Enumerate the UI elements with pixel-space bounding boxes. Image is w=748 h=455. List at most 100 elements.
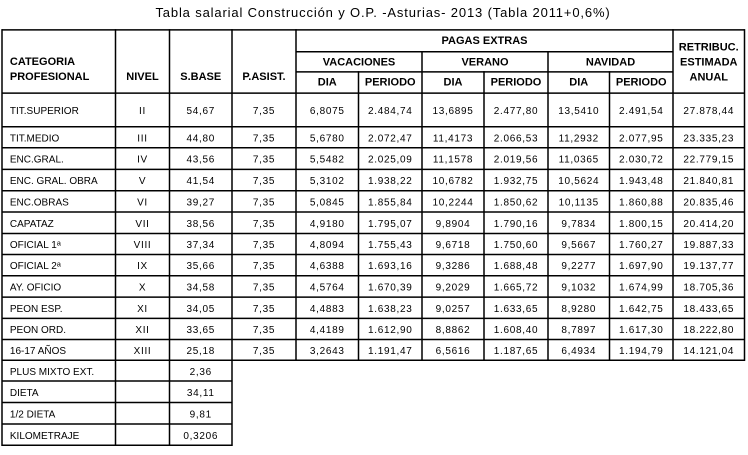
svg-text:PERIODO: PERIODO [365, 76, 416, 88]
svg-text:41,54: 41,54 [186, 176, 215, 187]
svg-text:2.025,09: 2.025,09 [368, 155, 413, 166]
svg-text:7,35: 7,35 [253, 261, 275, 272]
svg-text:11,4173: 11,4173 [433, 133, 473, 144]
svg-text:4,5764: 4,5764 [310, 283, 345, 294]
svg-text:ENC.GRAL.: ENC.GRAL. [10, 155, 64, 166]
svg-text:9,5667: 9,5667 [561, 240, 596, 251]
svg-text:VERANO: VERANO [461, 57, 509, 69]
svg-text:2.019,56: 2.019,56 [494, 155, 539, 166]
svg-text:CAPATAZ: CAPATAZ [10, 219, 54, 230]
svg-text:4,4883: 4,4883 [310, 304, 345, 315]
svg-text:DIA: DIA [318, 76, 337, 88]
svg-text:38,56: 38,56 [186, 219, 215, 230]
svg-text:5,3102: 5,3102 [310, 176, 345, 187]
svg-text:8,7897: 8,7897 [561, 325, 596, 336]
svg-text:Tabla salarial Construcción y: Tabla salarial Construcción y O.P. -Astu… [155, 5, 610, 20]
svg-text:9,2029: 9,2029 [436, 283, 471, 294]
svg-text:0,3206: 0,3206 [183, 431, 218, 442]
svg-text:1.795,07: 1.795,07 [368, 219, 413, 230]
svg-text:21.840,81: 21.840,81 [683, 176, 734, 187]
svg-text:7,35: 7,35 [253, 176, 275, 187]
svg-text:7,35: 7,35 [253, 155, 275, 166]
svg-text:OFICIAL 2a: OFICIAL 2a [10, 259, 62, 272]
svg-text:X: X [139, 283, 146, 294]
svg-text:1.938,22: 1.938,22 [368, 176, 413, 187]
svg-text:1.755,43: 1.755,43 [368, 240, 413, 251]
svg-text:3,2643: 3,2643 [310, 346, 345, 357]
svg-text:1.187,65: 1.187,65 [494, 346, 539, 357]
svg-text:20.414,20: 20.414,20 [683, 219, 734, 230]
svg-text:7,35: 7,35 [253, 283, 275, 294]
svg-text:6,5616: 6,5616 [436, 346, 471, 357]
svg-text:1.612,90: 1.612,90 [368, 325, 413, 336]
svg-text:7,35: 7,35 [253, 198, 275, 209]
svg-text:2.072,47: 2.072,47 [368, 133, 413, 144]
svg-text:16-17 AÑOS: 16-17 AÑOS [10, 344, 66, 357]
svg-text:PERIODO: PERIODO [616, 76, 667, 88]
svg-text:6,4934: 6,4934 [561, 346, 596, 357]
svg-text:5,5482: 5,5482 [310, 155, 345, 166]
svg-text:4,8094: 4,8094 [310, 240, 345, 251]
svg-text:7,35: 7,35 [253, 240, 275, 251]
svg-text:2.477,80: 2.477,80 [494, 106, 539, 117]
svg-text:III: III [137, 133, 147, 144]
svg-text:S.BASE: S.BASE [180, 71, 221, 83]
svg-text:18.433,65: 18.433,65 [683, 304, 734, 315]
svg-text:2.077,95: 2.077,95 [619, 133, 664, 144]
svg-text:7,35: 7,35 [253, 106, 275, 117]
svg-text:1.760,27: 1.760,27 [619, 240, 664, 251]
svg-text:43,56: 43,56 [186, 155, 215, 166]
svg-text:5,6780: 5,6780 [310, 133, 345, 144]
svg-text:7,35: 7,35 [253, 304, 275, 315]
svg-text:KILOMETRAJE: KILOMETRAJE [10, 431, 80, 442]
svg-text:1.608,40: 1.608,40 [494, 325, 539, 336]
svg-text:2.484,74: 2.484,74 [368, 106, 413, 117]
svg-text:V: V [139, 176, 146, 187]
svg-text:1.860,88: 1.860,88 [619, 198, 664, 209]
svg-text:XI: XI [137, 304, 148, 315]
svg-text:RETRIBUC.: RETRIBUC. [679, 41, 739, 53]
svg-text:1.674,99: 1.674,99 [619, 283, 664, 294]
svg-text:1.191,47: 1.191,47 [368, 346, 413, 357]
svg-text:AY. OFICIO: AY. OFICIO [10, 283, 62, 294]
svg-text:44,80: 44,80 [186, 133, 215, 144]
svg-text:9,1032: 9,1032 [561, 283, 596, 294]
svg-text:VII: VII [135, 219, 149, 230]
svg-text:VACACIONES: VACACIONES [323, 57, 396, 69]
svg-text:1.790,16: 1.790,16 [494, 219, 539, 230]
svg-text:5,0845: 5,0845 [310, 198, 345, 209]
svg-text:35,66: 35,66 [186, 261, 215, 272]
svg-text:9,3286: 9,3286 [436, 261, 471, 272]
svg-text:10,1135: 10,1135 [559, 198, 599, 209]
svg-text:PAGAS EXTRAS: PAGAS EXTRAS [442, 35, 528, 47]
svg-text:34,11: 34,11 [187, 388, 215, 399]
svg-text:NIVEL: NIVEL [126, 71, 159, 83]
svg-text:6,8075: 6,8075 [310, 106, 345, 117]
svg-text:1.194,79: 1.194,79 [619, 346, 664, 357]
svg-text:8,8862: 8,8862 [436, 325, 471, 336]
svg-text:ANUAL: ANUAL [690, 72, 729, 84]
svg-text:33,65: 33,65 [186, 325, 215, 336]
svg-text:4,4189: 4,4189 [310, 325, 345, 336]
svg-text:9,2277: 9,2277 [561, 261, 596, 272]
svg-text:PERIODO: PERIODO [491, 76, 542, 88]
svg-text:NAVIDAD: NAVIDAD [586, 57, 635, 69]
svg-text:TIT.MEDIO: TIT.MEDIO [10, 133, 60, 144]
svg-text:2.030,72: 2.030,72 [619, 155, 664, 166]
svg-text:DIETA: DIETA [10, 388, 39, 399]
svg-text:9,6718: 9,6718 [436, 240, 471, 251]
svg-text:CATEGORIA: CATEGORIA [10, 56, 75, 68]
svg-text:1.855,84: 1.855,84 [368, 198, 413, 209]
svg-text:9,8904: 9,8904 [436, 219, 471, 230]
svg-text:1.750,60: 1.750,60 [494, 240, 539, 251]
svg-text:11,0365: 11,0365 [559, 155, 599, 166]
svg-text:1.633,65: 1.633,65 [494, 304, 539, 315]
svg-text:IX: IX [137, 261, 148, 272]
svg-text:ENC.OBRAS: ENC.OBRAS [10, 198, 69, 209]
svg-text:DIA: DIA [444, 76, 463, 88]
svg-text:PEON ORD.: PEON ORD. [10, 325, 66, 336]
svg-text:9,81: 9,81 [190, 409, 212, 420]
svg-text:9,0257: 9,0257 [436, 304, 471, 315]
svg-text:P.ASIST.: P.ASIST. [242, 71, 285, 83]
svg-text:34,58: 34,58 [186, 283, 215, 294]
